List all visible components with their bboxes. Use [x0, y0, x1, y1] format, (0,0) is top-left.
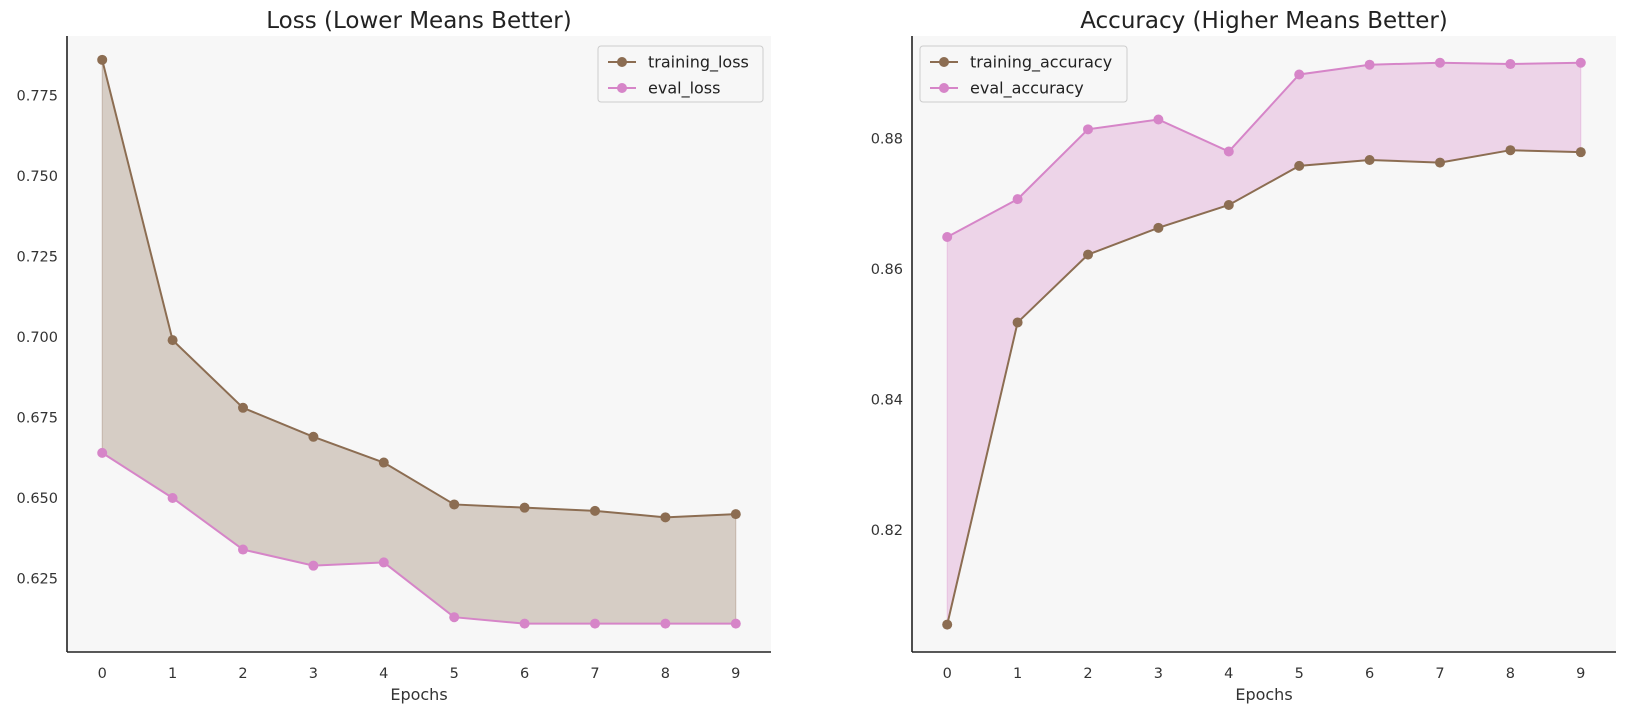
- training-accuracy-point: [1223, 200, 1234, 211]
- x-tick-label: 0: [943, 666, 952, 682]
- y-tick-label: 0.84: [871, 392, 903, 408]
- y-tick-label: 0.82: [871, 523, 903, 539]
- y-tick-label: 0.700: [16, 330, 58, 346]
- eval-loss-point: [449, 612, 460, 623]
- x-tick-label: 9: [1576, 666, 1585, 682]
- chart-title: Accuracy (Higher Means Better): [1080, 8, 1448, 34]
- eval-loss-point: [519, 618, 530, 629]
- x-axis-label: Epochs: [390, 685, 447, 704]
- training-loss-line: [101, 59, 736, 519]
- eval-loss-point: [590, 618, 600, 629]
- training-accuracy-point: [1012, 317, 1023, 328]
- training-loss-point: [308, 431, 319, 442]
- legend-label: eval_accuracy: [970, 79, 1084, 99]
- training-accuracy-point: [1153, 222, 1164, 233]
- legend-marker-swatch: [617, 83, 627, 93]
- eval-accuracy-point: [1364, 59, 1375, 70]
- x-tick-label: 0: [98, 666, 107, 682]
- training-loss-point: [519, 502, 530, 513]
- eval-loss-point: [730, 618, 741, 629]
- x-tick-label: 7: [590, 666, 599, 682]
- training-loss-point: [378, 457, 389, 468]
- legend: training_accuracy eval_accuracy: [919, 45, 1128, 103]
- eval-accuracy-point: [1575, 57, 1586, 68]
- x-tick-label: 5: [1295, 666, 1304, 682]
- eval-accuracy-point: [1435, 57, 1445, 68]
- x-tick-label: 5: [450, 666, 459, 682]
- eval-loss-line: [101, 452, 736, 625]
- eval-accuracy-point: [942, 231, 953, 242]
- y-tick-label: 0.650: [16, 491, 58, 507]
- training-accuracy-point: [1435, 157, 1445, 168]
- training-accuracy-line: [946, 149, 1581, 625]
- x-tick-label: 8: [1506, 666, 1515, 682]
- training-accuracy-point: [1505, 145, 1516, 156]
- x-tick-label: 6: [1365, 666, 1374, 682]
- eval-accuracy-point: [1012, 194, 1023, 205]
- eval-loss-point: [378, 557, 389, 568]
- eval-loss-point: [238, 544, 248, 555]
- plot-area: [912, 36, 1616, 652]
- legend-box: [597, 45, 764, 103]
- x-tick-label: 9: [731, 666, 740, 682]
- x-tick-label: 8: [661, 666, 670, 682]
- legend-marker-swatch: [617, 57, 627, 67]
- legend-marker-swatch: [939, 83, 949, 93]
- x-tick-label: 6: [520, 666, 529, 682]
- training-accuracy-point: [942, 619, 953, 630]
- x-tick-label: 3: [1154, 666, 1163, 682]
- x-tick-label: 1: [168, 666, 177, 682]
- y-tick-label: 0.86: [871, 262, 903, 278]
- legend-box: [919, 45, 1128, 103]
- y-tick-label: 0.675: [16, 410, 58, 426]
- loss-chart: Loss (Lower Means Better) 0 1 2 3 4 5 6 7 8 9 0.625…: [16, 8, 771, 704]
- accuracy-chart: Accuracy (Higher Means Better) 0 1 2 3 4 5 6 7 8 9…: [871, 8, 1616, 704]
- eval-accuracy-point: [1505, 59, 1516, 70]
- x-tick-label: 2: [238, 666, 247, 682]
- training-loss-point: [449, 499, 460, 510]
- chart-title: Loss (Lower Means Better): [266, 8, 571, 34]
- training-loss-point: [238, 402, 248, 413]
- training-accuracy-point: [1364, 154, 1375, 165]
- legend-marker-swatch: [939, 57, 949, 67]
- training-loss-point: [730, 509, 741, 520]
- eval-accuracy-point: [1294, 69, 1305, 80]
- eval-loss-point: [660, 618, 671, 629]
- x-tick-label: 4: [379, 666, 388, 682]
- y-tick-label: 0.775: [16, 88, 58, 104]
- legend-label: training_loss: [648, 53, 749, 73]
- x-axis-label: Epochs: [1235, 685, 1292, 704]
- x-tick-label: 1: [1013, 666, 1022, 682]
- y-tick-label: 0.88: [871, 131, 903, 147]
- training-loss-point: [660, 512, 671, 523]
- legend-label: training_accuracy: [970, 53, 1112, 73]
- training-accuracy-point: [1294, 160, 1305, 171]
- x-tick-label: 2: [1083, 666, 1092, 682]
- eval-accuracy-point: [1083, 124, 1093, 135]
- legend-label: eval_loss: [648, 79, 720, 99]
- x-tick-label: 7: [1435, 666, 1444, 682]
- training-loss-point: [167, 335, 178, 346]
- y-tick-label: 0.625: [16, 572, 58, 588]
- x-tick-label: 3: [309, 666, 318, 682]
- training-loss-point: [590, 505, 600, 516]
- eval-accuracy-point: [1223, 146, 1234, 157]
- training-loss-point: [97, 54, 108, 65]
- plot-area: [67, 36, 771, 652]
- eval-loss-point: [308, 560, 319, 571]
- y-tick-label: 0.725: [16, 249, 58, 265]
- eval-accuracy-line: [946, 61, 1581, 238]
- x-tick-label: 4: [1224, 666, 1233, 682]
- training-accuracy-point: [1575, 147, 1586, 158]
- eval-loss-point: [97, 447, 108, 458]
- training-accuracy-point: [1083, 249, 1093, 260]
- eval-accuracy-point: [1153, 114, 1164, 125]
- y-tick-label: 0.750: [16, 169, 58, 185]
- legend: training_loss eval_loss: [597, 45, 764, 103]
- eval-loss-point: [167, 493, 178, 503]
